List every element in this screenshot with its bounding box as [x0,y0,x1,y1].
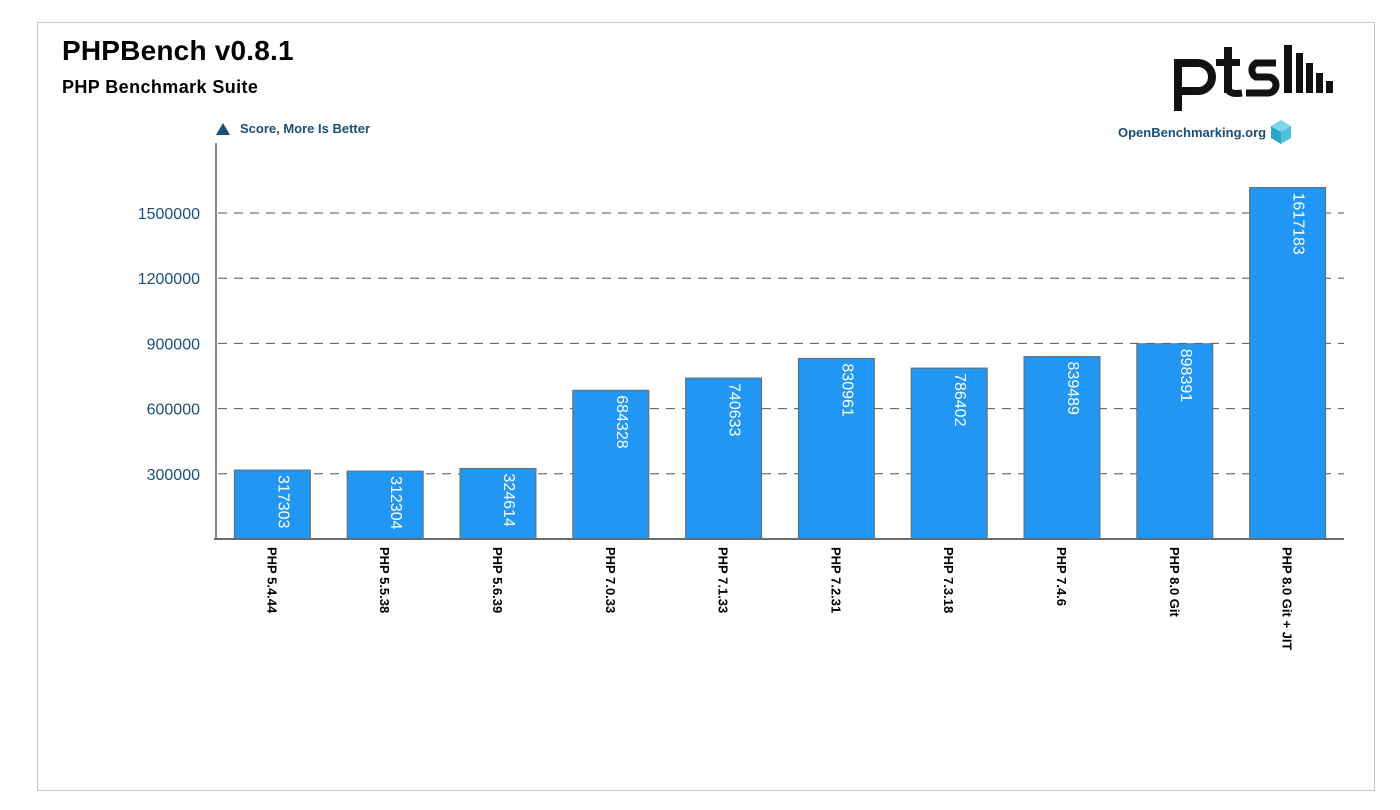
bar-value-label: 898391 [1177,349,1194,402]
x-tick-label: PHP 7.1.33 [716,547,731,613]
chart-title: PHPBench v0.8.1 [62,35,294,66]
bar-chart: 300000 600000 900000 1200000 1500000 317303 PH… [138,143,1344,651]
bar [346,470,424,540]
chart-panel: PHPBench v0.8.1 PHP Benchmark Suite Scor… [37,22,1375,791]
x-tick-label: PHP 7.2.31 [828,547,843,613]
pts-logo [1172,41,1344,118]
x-tick-label: PHP 7.3.18 [941,547,956,613]
bar-value-label: 830961 [838,363,855,416]
y-tick-label: 600000 [147,402,200,419]
y-tick-label: 1500000 [138,206,200,223]
triangle-up-icon [216,122,230,135]
bar-value-label: 1617183 [1290,193,1307,255]
bar [572,389,650,540]
y-tick-label: 300000 [147,467,200,484]
bar-value-label: 740633 [726,383,743,436]
x-tick-label: PHP 8.0 Git + JIT [1280,547,1295,651]
metric-label-text: Score, More Is Better [240,121,371,136]
bar-value-label: 786402 [951,373,968,426]
metric-label: Score, More Is Better [216,121,370,136]
bar-value-label: 684328 [613,395,630,448]
bar [1023,356,1101,540]
bar [910,367,988,540]
cube-icon [1271,120,1292,144]
bar [797,357,875,540]
openbenchmarking-text[interactable]: OpenBenchmarking.org [1118,124,1267,140]
chart-subtitle: PHP Benchmark Suite [62,77,259,97]
bar-value-label: 839489 [1064,362,1081,415]
bar [233,469,311,540]
x-tick-label: PHP 5.5.38 [377,547,392,613]
bar [1249,187,1327,540]
openbenchmarking-link[interactable]: OpenBenchmarking.org [1118,119,1292,145]
x-tick-label: PHP 5.4.44 [264,547,279,614]
x-tick-label: PHP 7.0.33 [603,547,618,613]
bar [1136,343,1214,540]
bar [459,467,537,540]
x-tick-label: PHP 8.0 Git [1167,547,1182,618]
bar-value-label: 324614 [500,473,517,526]
bar-value-label: 317303 [274,475,291,528]
pts-logo-icon [1174,45,1333,111]
bar [685,377,763,540]
y-tick-label: 900000 [147,336,200,353]
x-tick-label: PHP 7.4.6 [1054,547,1069,606]
bar-value-label: 312304 [387,476,404,529]
y-tick-label: 1200000 [138,271,200,288]
x-tick-label: PHP 5.6.39 [490,547,505,613]
